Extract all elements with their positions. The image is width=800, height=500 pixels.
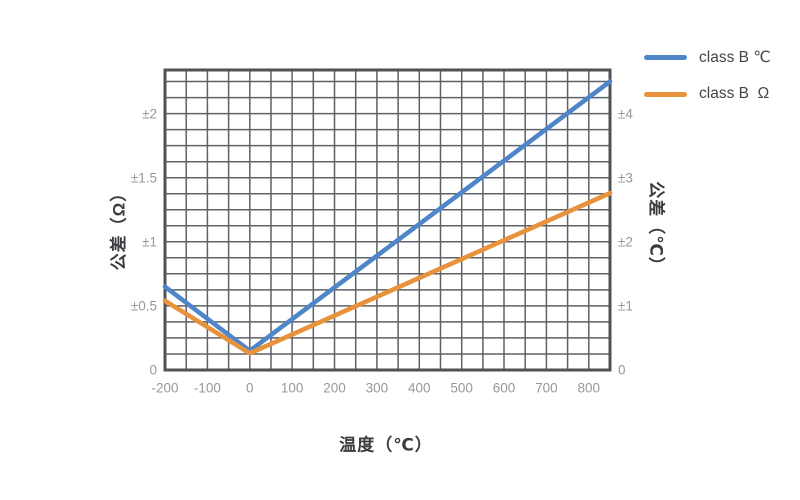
grid-lines bbox=[165, 70, 610, 370]
legend-swatch-orange-line bbox=[644, 91, 687, 97]
y-axis-title-right: 公差（℃） bbox=[646, 181, 666, 275]
x-axis-title: 温度（℃） bbox=[339, 435, 433, 455]
series-line-1 bbox=[162, 190, 613, 356]
legend-label-class-b-celsius: class B ℃ bbox=[699, 49, 771, 66]
legend-item-class-b-celsius: class B ℃ bbox=[644, 48, 771, 67]
chart-legend: class B ℃ class B Ω bbox=[644, 48, 771, 103]
legend-swatch-blue-line bbox=[644, 55, 687, 60]
legend-label-class-b-ohm: class B Ω bbox=[699, 85, 770, 102]
plot-border bbox=[163, 68, 612, 372]
y-axis-title-left: 公差（Ω） bbox=[109, 183, 129, 271]
series-line-0 bbox=[162, 79, 613, 354]
legend-item-class-b-ohm: class B Ω bbox=[644, 85, 771, 103]
